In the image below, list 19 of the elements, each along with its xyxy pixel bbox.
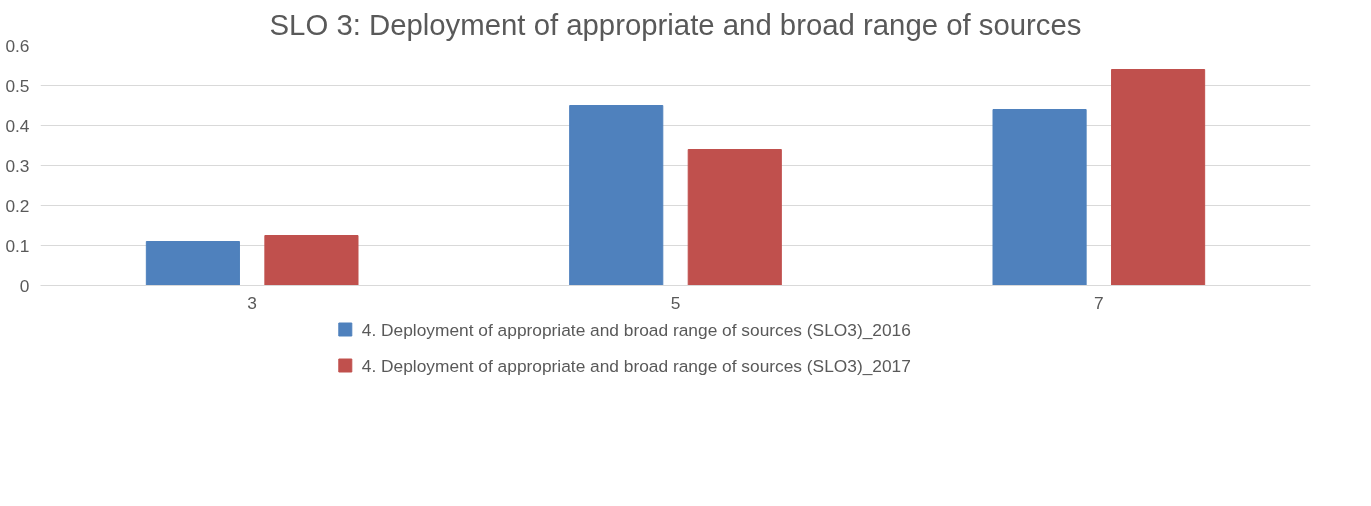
bar	[1111, 69, 1206, 286]
y-tick-label: 0.6	[5, 35, 30, 56]
y-tick-label: 0.2	[5, 195, 30, 216]
legend-label: 4. Deployment of appropriate and broad range of sources (SLO3)_2016	[361, 319, 911, 340]
y-tick-label: 0	[19, 275, 30, 296]
bar	[264, 235, 359, 286]
legend-label: 4. Deployment of appropriate and broad range of sources (SLO3)_2017	[361, 355, 911, 376]
bar	[687, 149, 782, 286]
y-tick-label: 0.4	[5, 115, 30, 136]
x-tick-label: 7	[1094, 292, 1104, 313]
x-tick-label: 3	[247, 292, 257, 313]
chart-title: SLO 3: Deployment of appropriate and broad range of sources	[269, 7, 1082, 41]
x-tick-label: 5	[670, 292, 681, 313]
bar	[145, 241, 240, 286]
bar	[569, 105, 664, 286]
y-tick-label: 0.3	[5, 155, 30, 176]
bar	[992, 109, 1087, 286]
y-tick-label: 0.5	[5, 75, 30, 96]
y-tick-label: 0.1	[5, 235, 30, 256]
